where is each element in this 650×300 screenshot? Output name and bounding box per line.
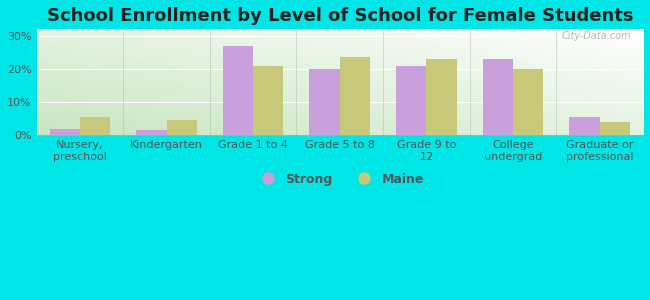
Title: School Enrollment by Level of School for Female Students: School Enrollment by Level of School for… [47, 7, 633, 25]
Bar [513, 69, 543, 135]
Text: City-Data.com: City-Data.com [562, 32, 631, 41]
Bar [600, 122, 630, 135]
Bar [483, 59, 513, 135]
Bar [426, 59, 457, 135]
Bar [223, 46, 253, 135]
Bar [49, 129, 80, 135]
Bar [80, 117, 111, 135]
Bar [569, 117, 600, 135]
Bar [340, 57, 370, 135]
Bar [309, 69, 340, 135]
Legend: Strong, Maine: Strong, Maine [251, 168, 429, 190]
Bar [396, 66, 426, 135]
Bar [136, 130, 166, 135]
Bar [166, 120, 197, 135]
Bar [253, 66, 283, 135]
